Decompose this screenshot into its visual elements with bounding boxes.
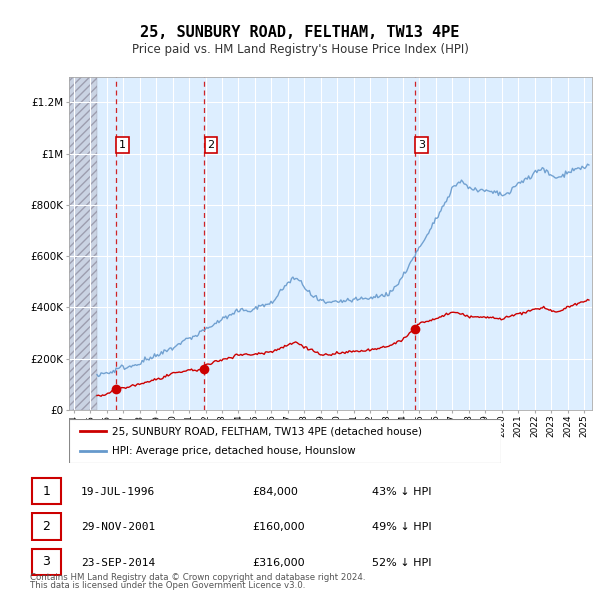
Text: 2: 2 xyxy=(208,140,214,150)
Text: 1: 1 xyxy=(119,140,126,150)
Bar xyxy=(69,77,97,410)
Text: HPI: Average price, detached house, Hounslow: HPI: Average price, detached house, Houn… xyxy=(112,446,356,455)
Text: 3: 3 xyxy=(418,140,425,150)
Text: 29-NOV-2001: 29-NOV-2001 xyxy=(81,522,155,532)
Text: This data is licensed under the Open Government Licence v3.0.: This data is licensed under the Open Gov… xyxy=(30,581,305,590)
Text: 25, SUNBURY ROAD, FELTHAM, TW13 4PE (detached house): 25, SUNBURY ROAD, FELTHAM, TW13 4PE (det… xyxy=(112,427,422,436)
Text: £160,000: £160,000 xyxy=(252,522,305,532)
Text: 25, SUNBURY ROAD, FELTHAM, TW13 4PE: 25, SUNBURY ROAD, FELTHAM, TW13 4PE xyxy=(140,25,460,40)
Text: £316,000: £316,000 xyxy=(252,558,305,568)
Text: 43% ↓ HPI: 43% ↓ HPI xyxy=(372,487,431,497)
Text: 1: 1 xyxy=(43,484,50,497)
Text: 49% ↓ HPI: 49% ↓ HPI xyxy=(372,522,431,532)
Text: 2: 2 xyxy=(43,520,50,533)
Text: £84,000: £84,000 xyxy=(252,487,298,497)
Text: 23-SEP-2014: 23-SEP-2014 xyxy=(81,558,155,568)
Text: 3: 3 xyxy=(43,555,50,568)
Text: Contains HM Land Registry data © Crown copyright and database right 2024.: Contains HM Land Registry data © Crown c… xyxy=(30,572,365,582)
Text: 52% ↓ HPI: 52% ↓ HPI xyxy=(372,558,431,568)
Text: 19-JUL-1996: 19-JUL-1996 xyxy=(81,487,155,497)
Text: Price paid vs. HM Land Registry's House Price Index (HPI): Price paid vs. HM Land Registry's House … xyxy=(131,43,469,56)
